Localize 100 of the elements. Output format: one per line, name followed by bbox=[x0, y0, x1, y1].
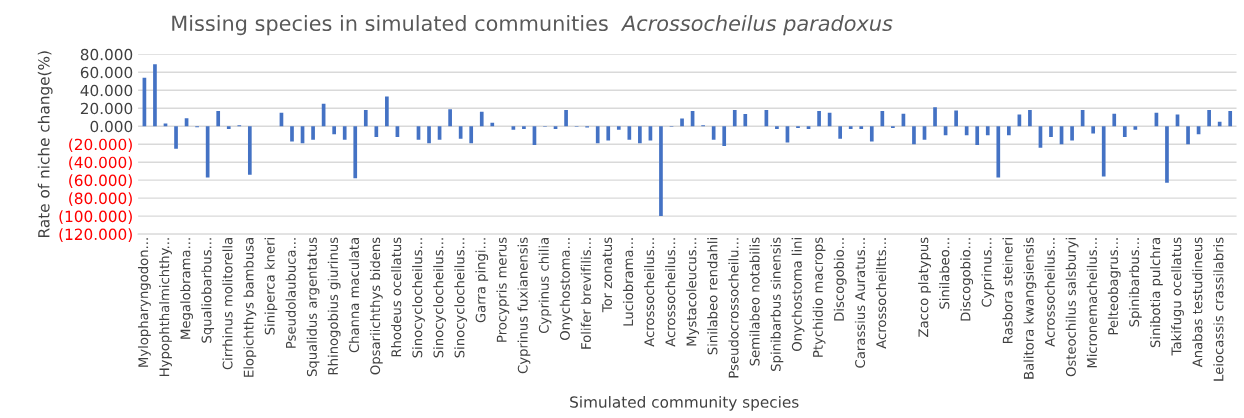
bar bbox=[1165, 126, 1169, 183]
x-tick-label: Tor zonatus bbox=[602, 237, 613, 313]
x-tick-label: Cyprinus chilia bbox=[538, 238, 552, 334]
bar bbox=[1101, 126, 1106, 177]
bar bbox=[1006, 126, 1011, 136]
bar bbox=[711, 126, 716, 140]
bar bbox=[226, 126, 231, 129]
bar bbox=[490, 122, 495, 127]
bar bbox=[638, 126, 642, 144]
x-tick-label: Sinocyclocheilus... bbox=[454, 238, 468, 358]
bar bbox=[806, 126, 811, 129]
y-tick-label: 40.000 bbox=[80, 84, 133, 97]
bar bbox=[1091, 126, 1096, 134]
bar bbox=[869, 126, 874, 142]
x-tick-label: Procypris merus bbox=[496, 237, 510, 342]
bar bbox=[458, 126, 463, 139]
x-tick-label: Pelteobagrus... bbox=[1107, 238, 1121, 335]
x-tick-label: Channa maculata bbox=[348, 238, 360, 353]
x-tick-label: Pseudolaubuca... bbox=[285, 238, 296, 348]
bar bbox=[817, 110, 821, 127]
x-tick-label: Cyprinus fuxianensis bbox=[517, 237, 531, 374]
x-tick-label: Hypophthalmichthy... bbox=[159, 238, 172, 376]
bar bbox=[1207, 110, 1211, 127]
y-axis-title: Rate of niche change(%) bbox=[37, 51, 53, 237]
bar bbox=[954, 110, 958, 127]
x-tick-label: Acrossocheilus... bbox=[665, 238, 676, 347]
x-tick-label: Sinocyclocheilus... bbox=[412, 238, 425, 358]
x-tick-label: Folifer brevifilis... bbox=[580, 238, 591, 349]
bar bbox=[975, 126, 980, 146]
x-tick-label: Cyprinus... bbox=[981, 238, 995, 307]
bar bbox=[606, 126, 611, 141]
bar bbox=[1186, 126, 1190, 145]
bar bbox=[564, 110, 568, 127]
x-tick-label: Sinilabeo... bbox=[939, 238, 950, 309]
bar bbox=[848, 126, 853, 129]
y-tick-label: 80.000 bbox=[80, 48, 133, 61]
bar bbox=[680, 118, 684, 127]
bar bbox=[985, 126, 990, 136]
y-tick-label: 0.000 bbox=[90, 120, 133, 133]
bar bbox=[342, 126, 347, 140]
bar bbox=[859, 126, 864, 129]
bar bbox=[311, 126, 315, 140]
y-tick-label: (60.000) bbox=[69, 174, 132, 188]
bar bbox=[522, 126, 526, 129]
bar bbox=[595, 126, 600, 144]
x-tick-label: Squalidus argentatus bbox=[306, 237, 320, 377]
bar bbox=[722, 126, 727, 147]
x-tick-label: Acrossocheilus... bbox=[644, 238, 655, 347]
bar bbox=[385, 96, 389, 127]
bar bbox=[732, 110, 737, 127]
bar bbox=[153, 64, 157, 127]
x-tick-label: Anabas testudineus bbox=[1192, 237, 1203, 368]
x-tick-label: Mystacoleucus... bbox=[686, 238, 699, 346]
x-tick-label: Rasbora steineri bbox=[1002, 238, 1013, 343]
x-tick-label: Sinocyclocheilus... bbox=[433, 238, 446, 358]
x-tick-label: Mylopharyngodon... bbox=[138, 238, 151, 367]
bar bbox=[290, 126, 294, 142]
bar bbox=[627, 126, 632, 140]
x-tick-label: Cirrhinus molitorella bbox=[222, 238, 233, 370]
bar bbox=[1228, 110, 1233, 127]
bar bbox=[616, 126, 621, 130]
x-tick-label: Discogobio... bbox=[833, 238, 847, 321]
bar bbox=[964, 126, 969, 136]
bar bbox=[205, 126, 210, 178]
y-tick-label: (40.000) bbox=[69, 156, 132, 170]
chart-subtitle: Acrossocheilus paradoxus bbox=[620, 15, 893, 36]
bar bbox=[1070, 126, 1074, 141]
x-tick-label: Onychostoma... bbox=[559, 238, 573, 340]
bar bbox=[1133, 126, 1138, 130]
x-tick-label: Squaliobarbus... bbox=[201, 238, 215, 343]
bar bbox=[933, 107, 937, 127]
x-tick-label: Carassius Auratus... bbox=[854, 238, 866, 368]
x-tick-label: Balitora kwangsiensis bbox=[1023, 237, 1037, 379]
x-tick-label: Spinibarbus sinensis bbox=[770, 237, 784, 371]
bar bbox=[880, 110, 885, 127]
x-axis-title: Simulated community species bbox=[570, 395, 799, 411]
x-tick-label: Elopichthys bambusa bbox=[243, 238, 257, 377]
x-tick-label: Semilabeo notabilis bbox=[749, 237, 760, 366]
bar bbox=[775, 126, 779, 129]
bar bbox=[838, 126, 843, 139]
bar bbox=[659, 126, 663, 217]
y-tick-label: 20.000 bbox=[80, 102, 133, 115]
bar bbox=[353, 126, 358, 179]
bar bbox=[1122, 126, 1127, 138]
bar bbox=[479, 111, 484, 127]
x-tick-label: Micronemacheilus... bbox=[1086, 238, 1097, 368]
x-tick-label: Opsariichthys bidens bbox=[369, 237, 383, 375]
x-tick-label: Acrossocheilus... bbox=[1044, 238, 1055, 347]
bar bbox=[511, 126, 516, 130]
x-tick-label: Rhinogobius giurinus bbox=[327, 237, 341, 375]
bar bbox=[1049, 126, 1053, 138]
chart-title: Missing species in simulated communities bbox=[172, 15, 608, 36]
bar bbox=[1028, 110, 1032, 127]
bar bbox=[912, 126, 916, 145]
x-tick-label: Leiocassis crassilabris bbox=[1213, 237, 1224, 381]
x-tick-label: Zacco platypus bbox=[918, 237, 931, 337]
x-tick-label: Rhodeus ocellatus bbox=[391, 237, 402, 357]
x-tick-label: Ptychidio macrops bbox=[812, 237, 826, 357]
bar bbox=[1112, 113, 1117, 127]
bar bbox=[1217, 121, 1222, 127]
